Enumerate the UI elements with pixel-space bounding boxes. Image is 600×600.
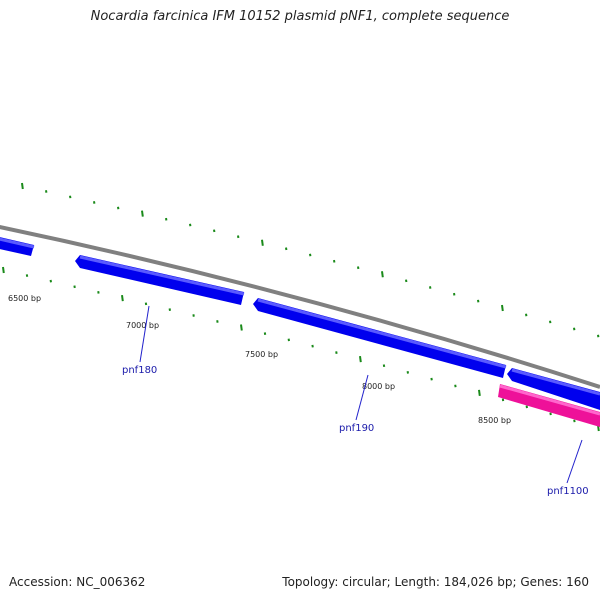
major-tick	[381, 271, 384, 278]
bp-scale-label: 8000 bp	[362, 382, 395, 391]
gene-highlight	[0, 237, 35, 249]
gene-labels: pnf180 pnf190 pnf1100	[122, 305, 589, 497]
gene-highlight	[511, 368, 600, 396]
gene-track	[0, 237, 600, 427]
gene-label-leader	[355, 374, 369, 421]
outer-tick-track	[21, 182, 600, 338]
gene-highlight	[257, 298, 507, 369]
major-tick	[478, 389, 481, 397]
major-tick	[21, 182, 24, 190]
gene-label-leader	[566, 439, 583, 484]
gene-arrow	[507, 368, 600, 410]
scale-labels: 6500 bp 7000 bp 7500 bp 8000 bp 8500 bp	[8, 294, 511, 425]
gene-arrow-pnf180	[75, 255, 244, 305]
major-tick	[2, 266, 5, 274]
bp-scale-label: 8500 bp	[478, 416, 511, 425]
gene-highlight	[499, 384, 600, 416]
bp-scale-label: 7000 bp	[126, 321, 159, 330]
major-tick	[501, 304, 504, 312]
major-tick	[261, 239, 264, 246]
major-tick	[240, 324, 243, 331]
accession-label: Accession: NC_006362	[9, 575, 146, 589]
bp-scale-label: 7500 bp	[245, 350, 278, 359]
gene-label-leader	[139, 305, 150, 363]
inner-tick-track	[2, 266, 600, 432]
major-tick	[359, 355, 362, 363]
topology-summary: Topology: circular; Length: 184,026 bp; …	[282, 575, 589, 589]
gene-label: pnf1100	[547, 486, 589, 497]
major-tick	[121, 294, 124, 302]
gene-label: pnf190	[339, 423, 374, 434]
major-tick	[141, 210, 144, 217]
gene-arrow-pnf190	[253, 298, 506, 378]
bp-scale-label: 6500 bp	[8, 294, 41, 303]
gene-label: pnf180	[122, 365, 157, 376]
gene-arrow-pnf1100	[498, 384, 600, 427]
map-title: Nocardia farcinica IFM 10152 plasmid pNF…	[90, 9, 510, 24]
gene-highlight	[79, 255, 245, 296]
plasmid-backbone	[0, 225, 600, 389]
